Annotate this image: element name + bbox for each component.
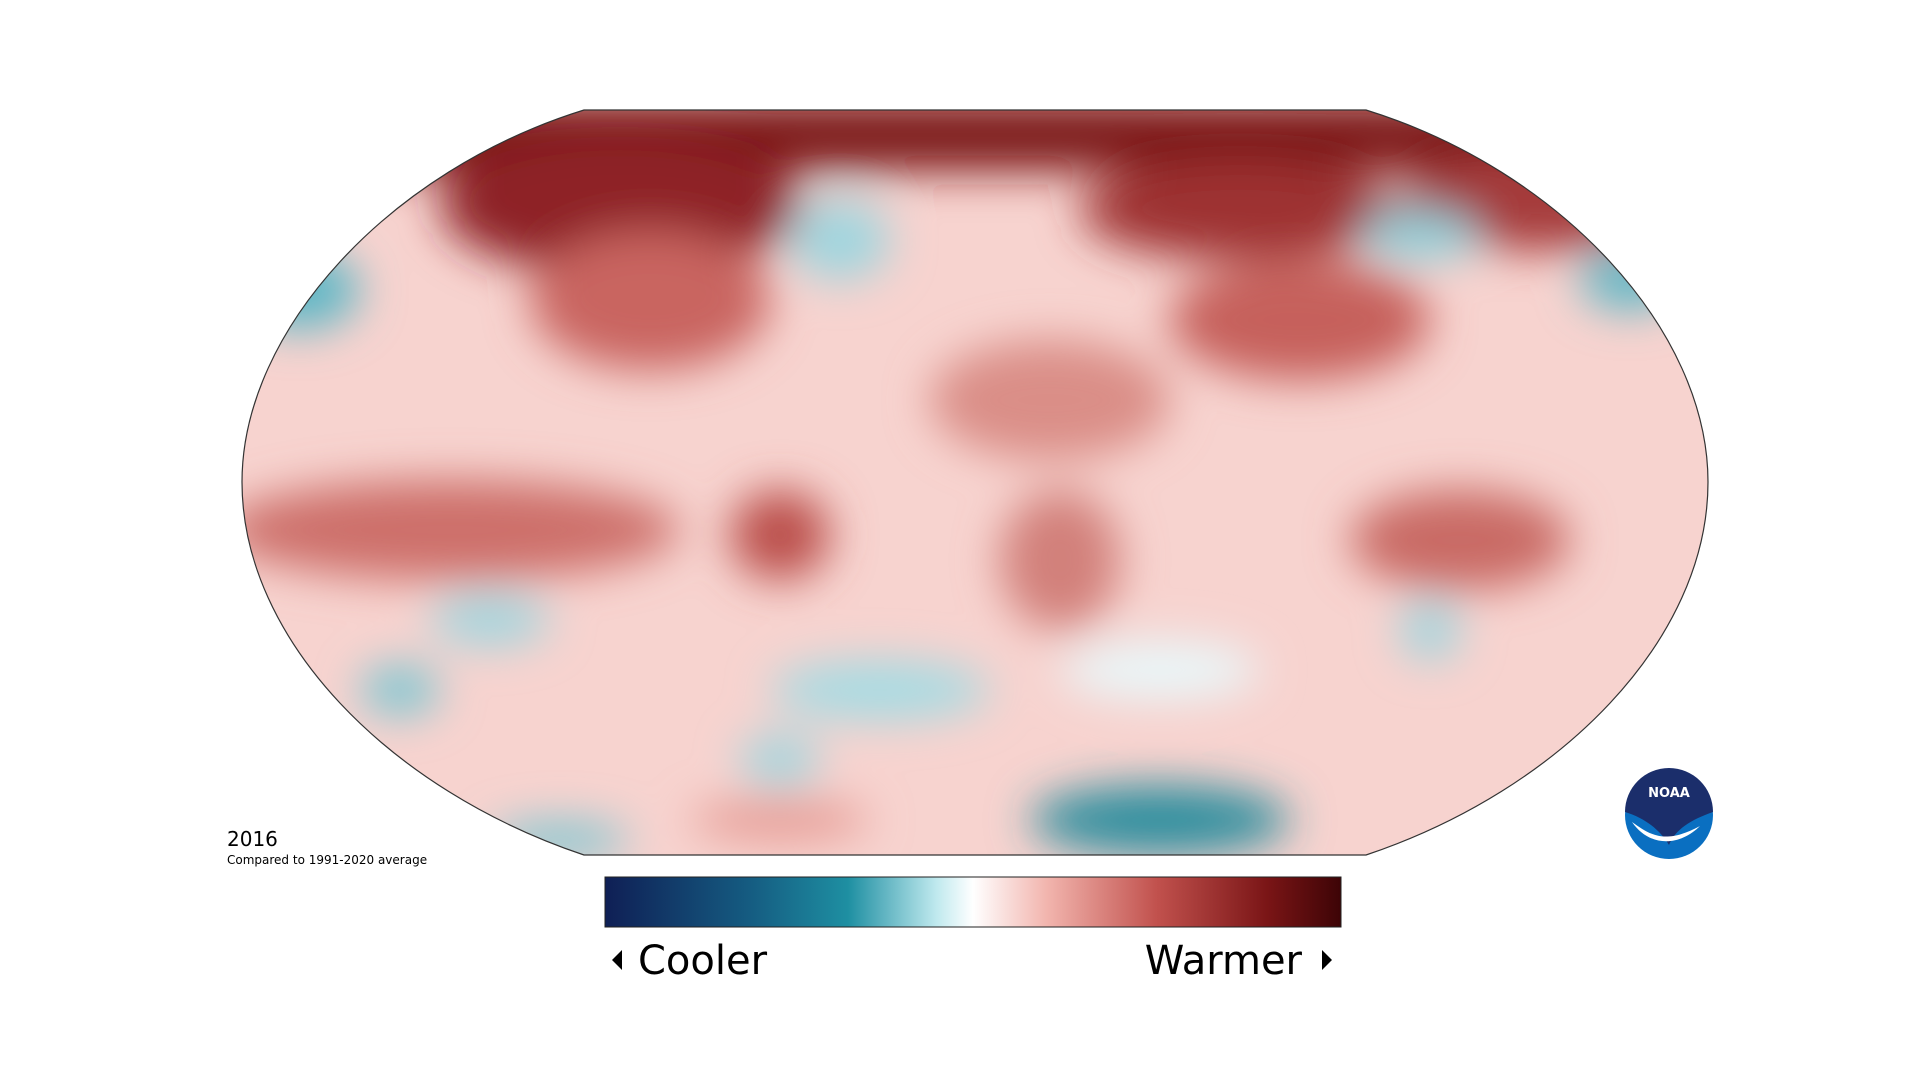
cooler-label: Cooler — [638, 938, 768, 984]
logo-text: NOAA — [1648, 786, 1690, 801]
color-scale — [604, 876, 1342, 928]
noaa-logo: NOAA — [1625, 768, 1713, 859]
anomaly-map — [242, 110, 1708, 855]
right-arrow — [1322, 950, 1332, 970]
left-arrow — [612, 950, 622, 970]
warmer-label: Warmer — [1145, 938, 1303, 984]
year-label: 2016 — [227, 827, 278, 851]
caption: Compared to 1991-2020 average — [227, 853, 427, 867]
map-border — [241, 109, 1709, 856]
